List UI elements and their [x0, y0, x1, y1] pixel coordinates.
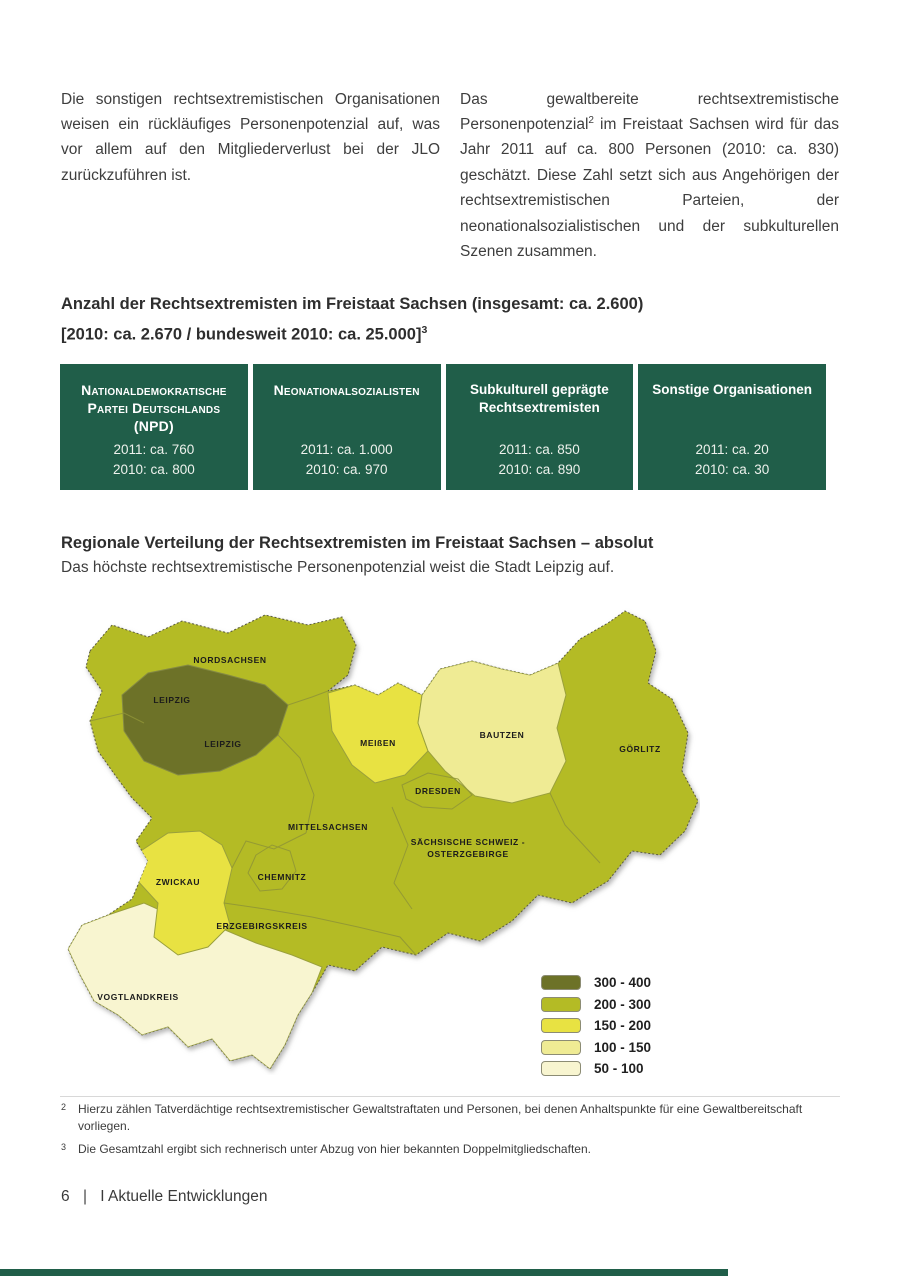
stat-box-npd: Nationaldemokratische Partei Deutschland…: [60, 364, 248, 490]
stat-box-value-2010: 2010: ca. 30: [694, 462, 770, 477]
map-label-saechsische-schweiz: SÄCHSISCHE SCHWEIZ -: [411, 837, 525, 847]
footnote-ref-2: 2: [588, 114, 594, 126]
footnote-3: 3 Die Gesamtzahl ergibt sich rechnerisch…: [61, 1141, 851, 1158]
map-label-leipzig: LEIPZIG: [204, 739, 241, 749]
intro-paragraph-left: Die sonstigen rechtsextremistischen Orga…: [61, 87, 440, 189]
legend-swatch-200-300: [541, 996, 581, 1012]
stat-box-title: Sonstige Organisationen: [652, 382, 813, 397]
legend-label: 50 - 100: [594, 1061, 644, 1077]
legend-swatch-50-100: [541, 1061, 581, 1077]
footnote-ref-3: 3: [421, 324, 428, 336]
stat-box-subkulturell: Subkulturell geprägte Rechtsextremisten …: [445, 364, 634, 490]
stat-box-title: Subkulturell geprägte Rechtsextremisten: [469, 382, 609, 415]
stat-box-value-2011: 2011: ca. 760: [113, 442, 195, 457]
stat-box-title: Nationaldemokratische Partei Deutschland…: [81, 382, 227, 434]
map-section-subheading: Das höchste rechtsextremistische Persone…: [61, 559, 615, 576]
stat-box-sonstige: Sonstige Organisationen 2011: ca. 20 201…: [638, 364, 826, 490]
footer-section-title: I Aktuelle Entwicklungen: [100, 1188, 268, 1205]
map-label-mittelsachsen: MITTELSACHSEN: [288, 822, 368, 832]
map-label-osterzgebirge: OSTERZGEBIRGE: [427, 849, 508, 859]
bottom-accent-bar: [0, 1269, 728, 1276]
stat-box-value-2011: 2011: ca. 20: [695, 442, 769, 457]
legend-row: 100 - 150: [541, 1037, 651, 1059]
map-legend: 300 - 400 200 - 300 150 - 200 100 - 150 …: [541, 972, 651, 1080]
footnote-text: Die Gesamtzahl ergibt sich rechnerisch u…: [78, 1142, 591, 1156]
page-footer: 6 | I Aktuelle Entwicklungen: [61, 1188, 267, 1206]
footer-divider: |: [82, 1188, 87, 1205]
intro-left-text: Die sonstigen rechtsextremistischen Orga…: [61, 90, 440, 184]
footnote-marker: 3: [61, 1142, 67, 1152]
map-label-goerlitz: GÖRLITZ: [619, 744, 661, 754]
legend-label: 100 - 150: [594, 1039, 652, 1055]
stat-box-neonationalsozialisten: Neonationalsozialisten 2011: ca. 1.000 2…: [252, 364, 441, 490]
map-section-heading: Regionale Verteilung der Rechtsextremist…: [61, 534, 654, 552]
stat-box-value-2011: 2011: ca. 1.000: [300, 442, 393, 457]
legend-label: 200 - 300: [594, 996, 652, 1012]
footnote-marker: 2: [61, 1102, 67, 1112]
stat-box-title: Neonationalsozialisten: [273, 382, 420, 398]
legend-label: 150 - 200: [594, 1018, 652, 1034]
map-label-nordsachsen: NORDSACHSEN: [193, 655, 266, 665]
map-region-vogtlandkreis: [68, 902, 323, 1069]
map-label-vogtlandkreis: VOGTLANDKREIS: [97, 992, 178, 1002]
intro-right-text-pre: Das gewaltbereite rechtsextremistische P…: [460, 90, 839, 133]
footnote-2: 2 Hierzu zählen Tatverdächtige rechtsext…: [61, 1101, 851, 1135]
map-label-chemnitz: CHEMNITZ: [258, 872, 307, 882]
saxony-choropleth-map: NORDSACHSEN LEIPZIG LEIPZIG MEIßEN BAUTZ…: [60, 603, 700, 1075]
intro-paragraph-right: Das gewaltbereite rechtsextremistische P…: [460, 87, 839, 265]
stat-box-value-2010: 2010: ca. 800: [112, 462, 195, 477]
footnote-divider: [60, 1096, 840, 1097]
stat-box-value-2011: 2011: ca. 850: [498, 442, 580, 457]
stats-heading-line1: Anzahl der Rechtsextremisten im Freistaa…: [61, 295, 644, 313]
legend-swatch-150-200: [541, 1018, 581, 1034]
legend-row: 200 - 300: [541, 994, 651, 1016]
legend-swatch-300-400: [541, 975, 581, 991]
stats-heading-line2-text: [2010: ca. 2.670 / bundesweit 2010: ca. …: [61, 325, 422, 344]
legend-row: 300 - 400: [541, 972, 651, 994]
map-label-meissen: MEIßEN: [360, 738, 396, 748]
map-region-zwickau: [129, 830, 233, 956]
legend-swatch-100-150: [541, 1039, 581, 1055]
footnotes: 2 Hierzu zählen Tatverdächtige rechtsext…: [61, 1101, 851, 1164]
footer-page-number: 6: [61, 1188, 70, 1205]
map-label-dresden: DRESDEN: [415, 786, 461, 796]
intro-right-text-post: im Freistaat Sachsen wird für das Jahr 2…: [460, 115, 839, 260]
stats-heading: Anzahl der Rechtsextremisten im Freistaa…: [61, 291, 643, 348]
stats-heading-line2: [2010: ca. 2.670 / bundesweit 2010: ca. …: [61, 317, 643, 348]
legend-row: 150 - 200: [541, 1015, 651, 1037]
map-region-bautzen: [417, 660, 567, 804]
map-label-erzgebirgskreis: ERZGEBIRGSKREIS: [216, 921, 307, 931]
map-label-zwickau: ZWICKAU: [156, 877, 200, 887]
map-label-leipzig-stadt: LEIPZIG: [153, 695, 190, 705]
stat-box-value-2010: 2010: ca. 970: [305, 462, 388, 477]
legend-row: 50 - 100: [541, 1058, 651, 1080]
legend-label: 300 - 400: [594, 975, 652, 991]
map-label-bautzen: BAUTZEN: [480, 730, 525, 740]
stat-box-value-2010: 2010: ca. 890: [498, 462, 581, 477]
stat-boxes-row: Nationaldemokratische Partei Deutschland…: [60, 364, 826, 490]
footnote-text: Hierzu zählen Tatverdächtige rechtsextre…: [78, 1102, 803, 1133]
